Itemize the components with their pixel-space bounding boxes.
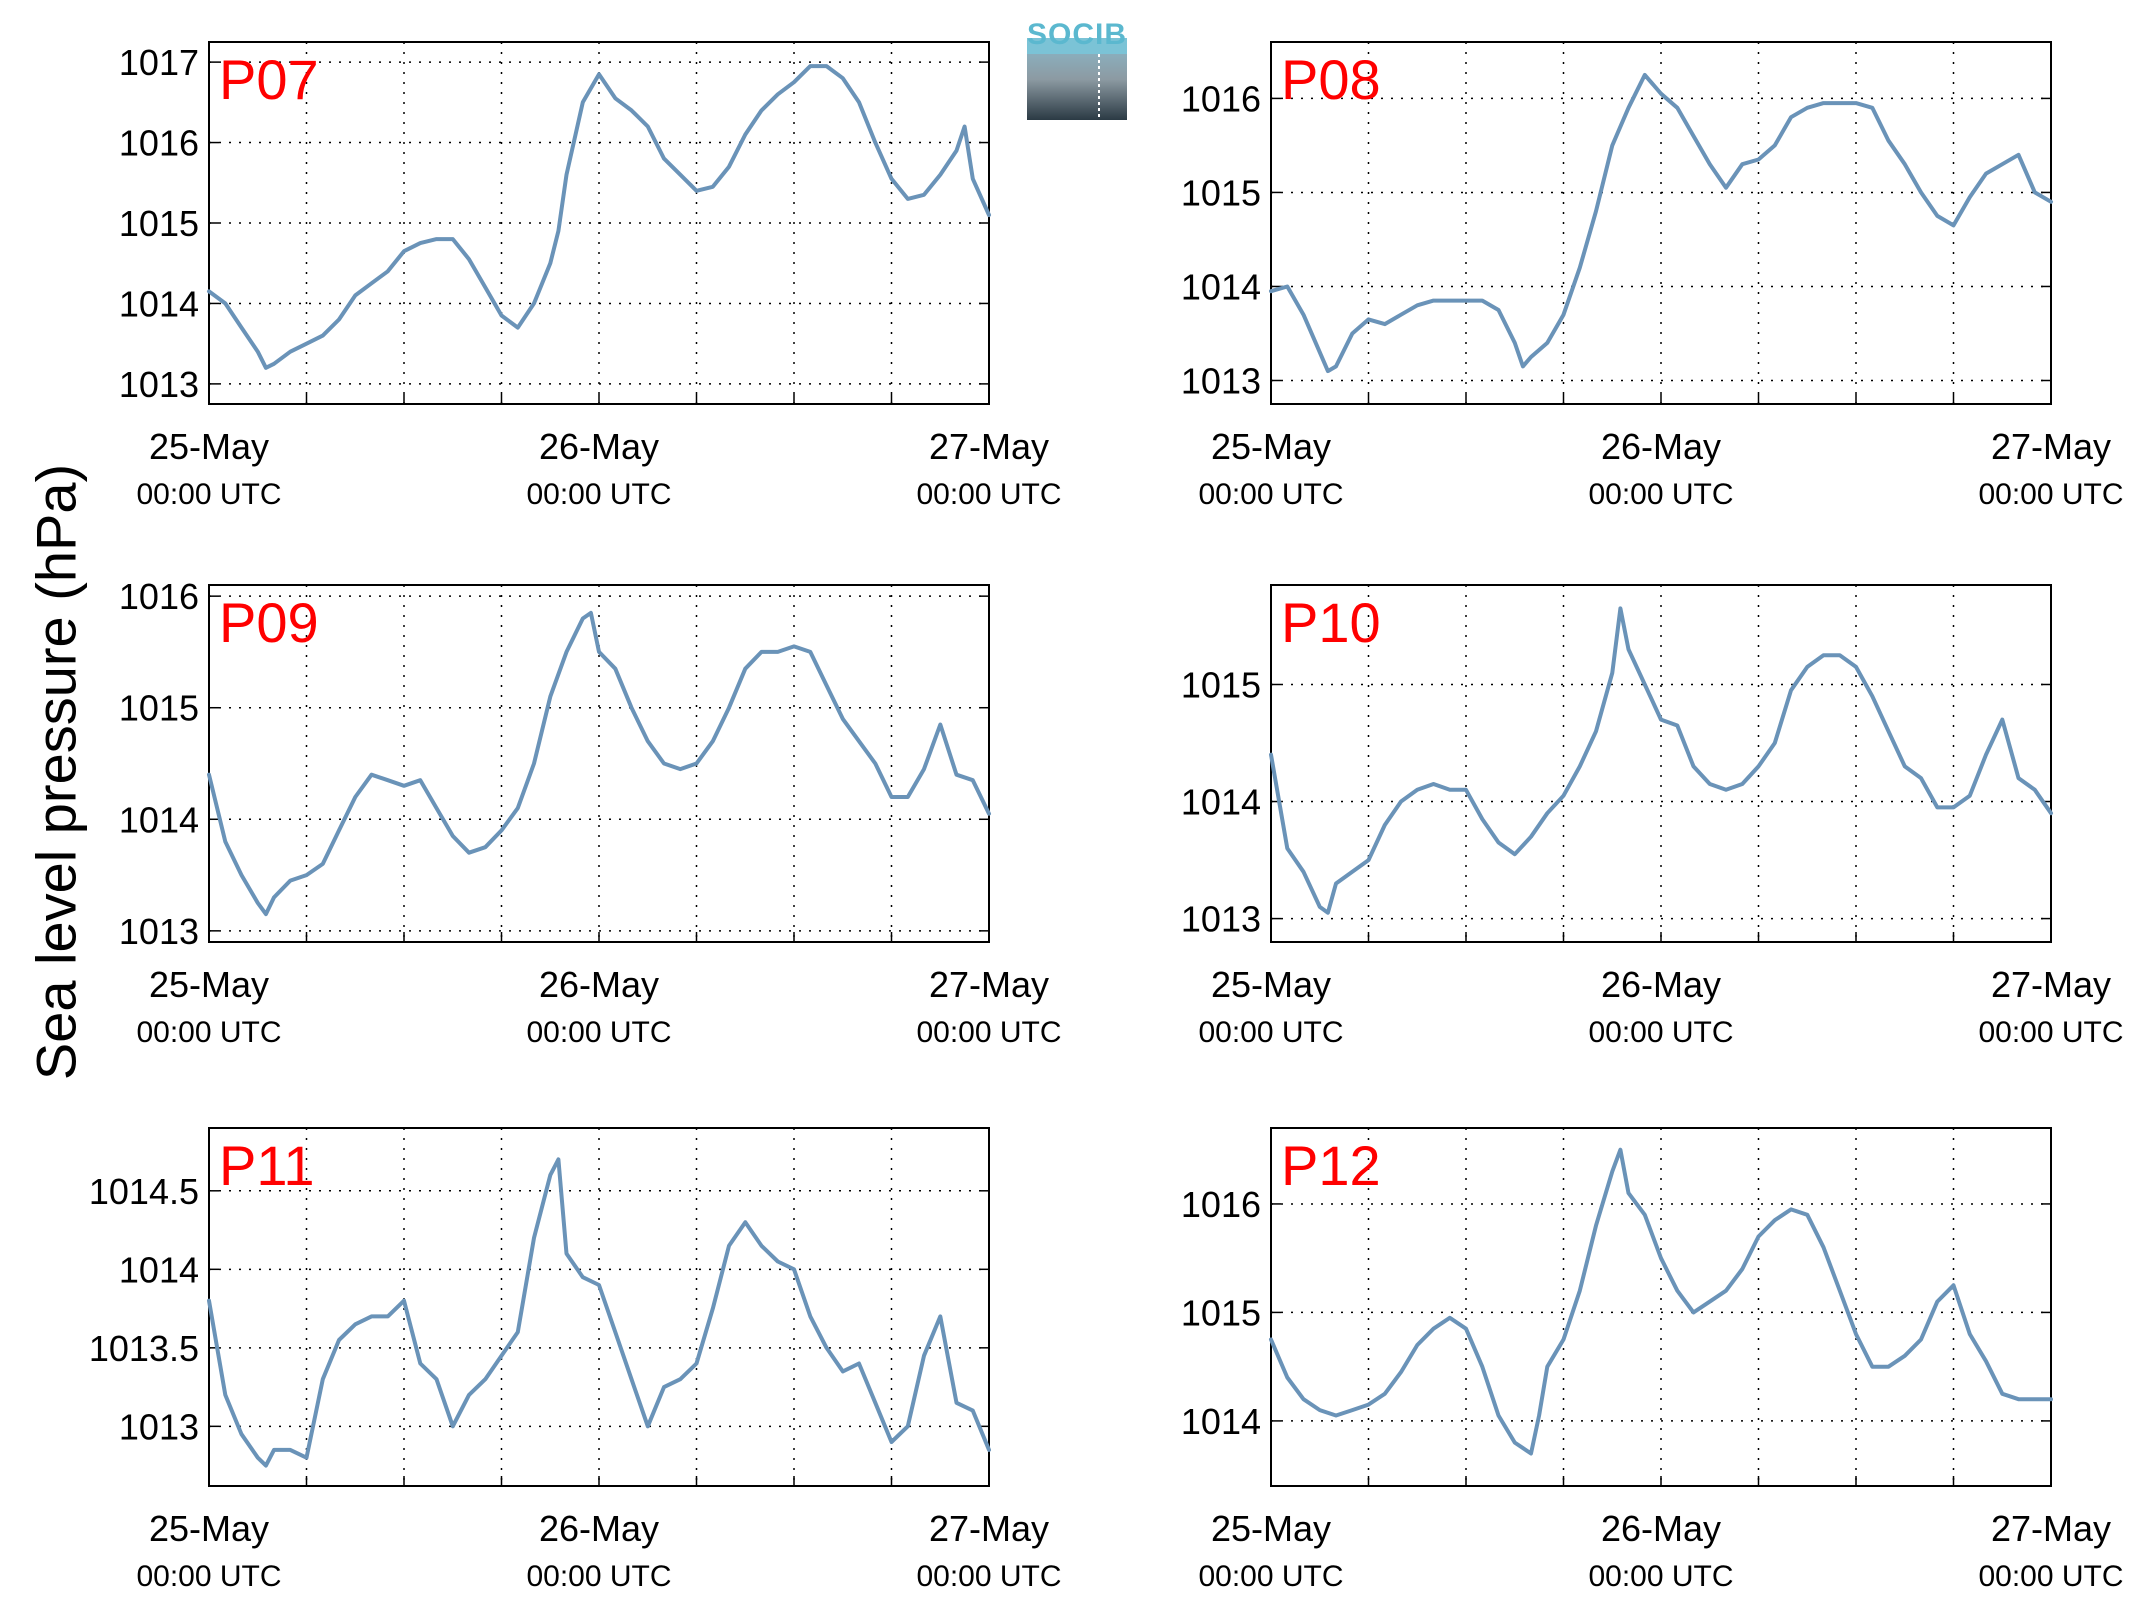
panel-label-p10: P10: [1281, 591, 1381, 654]
x-tick-label-time: 00:00 UTC: [526, 1560, 671, 1593]
y-axis-label: Sea level pressure (hPa): [24, 463, 88, 1081]
x-tick-label-date: 25-May: [1211, 426, 1331, 467]
y-tick-label: 1013: [1181, 899, 1261, 940]
y-tick-label: 1014: [1181, 266, 1261, 307]
y-tick-label: 1015: [1181, 172, 1261, 213]
x-tick-label-time: 00:00 UTC: [526, 478, 671, 511]
x-tick-label-time: 00:00 UTC: [916, 478, 1061, 511]
x-tick-label-date: 25-May: [149, 964, 269, 1005]
x-tick-label-time: 00:00 UTC: [1978, 1016, 2123, 1049]
x-tick-label-date: 26-May: [1601, 426, 1721, 467]
x-tick-label-date: 25-May: [149, 426, 269, 467]
y-tick-label: 1014: [1181, 1401, 1261, 1442]
y-tick-label: 1016: [119, 576, 199, 617]
socib-logo-graphic: [1027, 38, 1127, 120]
series-line-p08: [1269, 72, 2053, 374]
y-tick-label: 1013: [119, 911, 199, 952]
x-tick-label-time: 00:00 UTC: [1198, 1560, 1343, 1593]
y-tick-label: 1016: [1181, 78, 1261, 119]
socib-logo: SOCIB: [1027, 18, 1127, 122]
socib-logo-text: SOCIB: [1027, 18, 1128, 51]
x-tick-label-time: 00:00 UTC: [1588, 478, 1733, 511]
x-tick-label-time: 00:00 UTC: [526, 1016, 671, 1049]
x-tick-label-time: 00:00 UTC: [916, 1560, 1061, 1593]
y-tick-label: 1015: [119, 203, 199, 244]
x-tick-label-date: 26-May: [1601, 964, 1721, 1005]
x-tick-label-date: 26-May: [539, 1508, 659, 1549]
panel-label-p09: P09: [219, 591, 319, 654]
panel-frame-p12: [1270, 1127, 2052, 1487]
y-tick-label: 1016: [1181, 1184, 1261, 1225]
panel-frame-p09: [208, 584, 990, 943]
series-line-p11: [207, 1157, 991, 1468]
x-tick-label-date: 27-May: [929, 964, 1049, 1005]
x-tick-label-date: 26-May: [539, 426, 659, 467]
x-tick-label-date: 27-May: [929, 426, 1049, 467]
x-tick-label-date: 27-May: [929, 1508, 1049, 1549]
x-tick-label-date: 25-May: [149, 1508, 269, 1549]
y-tick-label: 1013: [1181, 360, 1261, 401]
panel-label-p07: P07: [219, 48, 319, 111]
panel-label-p08: P08: [1281, 48, 1381, 111]
y-tick-label: 1017: [119, 42, 199, 83]
x-tick-label-time: 00:00 UTC: [1198, 1016, 1343, 1049]
x-tick-label-time: 00:00 UTC: [136, 478, 281, 511]
x-tick-label-date: 25-May: [1211, 964, 1331, 1005]
x-tick-label-time: 00:00 UTC: [1978, 1560, 2123, 1593]
x-tick-label-time: 00:00 UTC: [1978, 478, 2123, 511]
panel-frame-p10: [1270, 584, 2052, 943]
y-tick-label: 1015: [1181, 664, 1261, 705]
x-tick-label-time: 00:00 UTC: [136, 1016, 281, 1049]
y-tick-label: 1014.5: [89, 1171, 199, 1212]
y-tick-label: 1016: [119, 123, 199, 164]
y-tick-label: 1013: [119, 1406, 199, 1447]
y-tick-label: 1013: [119, 364, 199, 405]
x-tick-label-time: 00:00 UTC: [1588, 1560, 1733, 1593]
x-tick-label-time: 00:00 UTC: [1588, 1016, 1733, 1049]
y-tick-label: 1014: [1181, 782, 1261, 823]
x-tick-label-time: 00:00 UTC: [1198, 478, 1343, 511]
panel-frame-p11: [208, 1127, 990, 1487]
y-tick-label: 1014: [119, 799, 199, 840]
x-tick-label-date: 27-May: [1991, 964, 2111, 1005]
x-tick-label-time: 00:00 UTC: [136, 1560, 281, 1593]
series-line-p12: [1269, 1147, 2053, 1456]
x-tick-label-date: 27-May: [1991, 1508, 2111, 1549]
series-line-p07: [207, 64, 991, 370]
x-tick-label-date: 26-May: [1601, 1508, 1721, 1549]
x-tick-label-date: 25-May: [1211, 1508, 1331, 1549]
series-line-p09: [207, 610, 991, 917]
x-tick-label-date: 26-May: [539, 964, 659, 1005]
y-tick-label: 1015: [1181, 1292, 1261, 1333]
y-tick-label: 1014: [119, 283, 199, 324]
y-tick-label: 1015: [119, 688, 199, 729]
series-line-p10: [1269, 606, 2053, 915]
x-tick-label-date: 27-May: [1991, 426, 2111, 467]
y-tick-label: 1014: [119, 1249, 199, 1290]
x-tick-label-time: 00:00 UTC: [916, 1016, 1061, 1049]
y-tick-label: 1013.5: [89, 1328, 199, 1369]
panel-label-p11: P11: [219, 1134, 314, 1197]
panel-label-p12: P12: [1281, 1134, 1381, 1197]
